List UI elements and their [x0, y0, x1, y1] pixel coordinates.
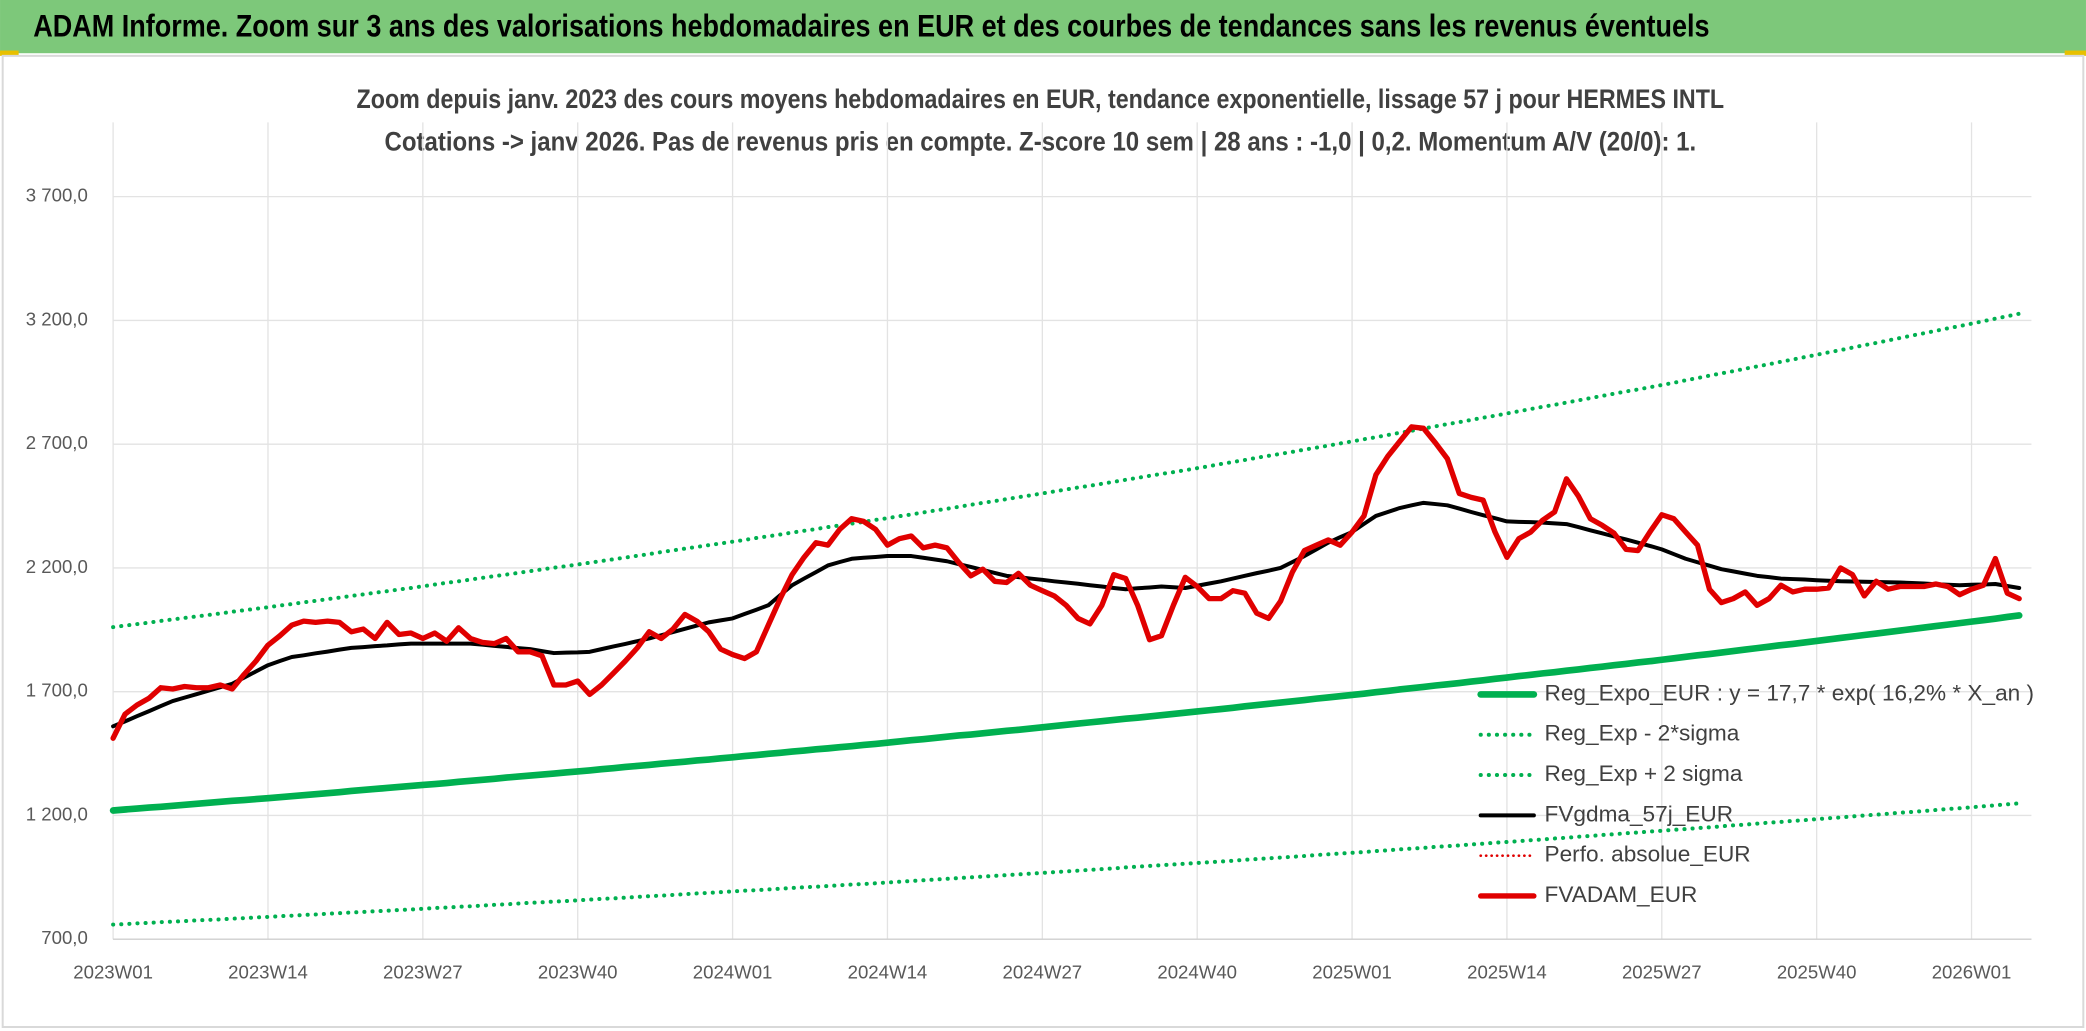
series-line [109, 612, 2023, 814]
legend-label: Perfo. absolue_EUR [1545, 842, 1751, 867]
legend-label: Reg_Exp - 2*sigma [1545, 721, 1740, 746]
x-tick-label: 2023W27 [383, 962, 463, 983]
accent [2064, 50, 2086, 56]
x-tick-label: 2025W01 [1312, 962, 1392, 983]
chart-border [1, 54, 2085, 1029]
x-tick-label: 2023W40 [538, 962, 618, 983]
series-line [111, 801, 2022, 927]
y-tick-label: 2 700,0 [26, 432, 88, 453]
header-title: ADAM Informe. Zoom sur 3 ans des valoris… [33, 7, 1709, 43]
x-tick-label: 2024W27 [1002, 962, 1082, 983]
legend-label: Reg_Expo_EUR : y = 17,7 * exp( 16,2% * X… [1545, 680, 2035, 705]
legend-label: Reg_Exp + 2 sigma [1545, 761, 1743, 786]
y-tick-label: 3 700,0 [26, 185, 88, 206]
x-tick-label: 2023W14 [228, 962, 308, 983]
accent [0, 50, 19, 56]
x-tick-label: 2024W01 [693, 962, 773, 983]
legend-label: FVADAM_EUR [1545, 882, 1698, 907]
legend-label: FVgdma_57j_EUR [1545, 801, 1734, 826]
series-line [110, 424, 2022, 741]
x-tick-label: 2023W01 [73, 962, 153, 983]
y-tick-label: 1 200,0 [26, 803, 88, 824]
chart-subtitle: Cotations -> janv 2026. Pas de revenus p… [384, 127, 1696, 157]
y-tick-label: 3 200,0 [26, 308, 88, 329]
chart-title: Zoom depuis janv. 2023 des cours moyens … [357, 84, 1725, 114]
series-line [111, 311, 2022, 630]
header-bar [0, 0, 2086, 54]
x-tick-label: 2025W14 [1467, 962, 1547, 983]
x-tick-label: 2024W14 [848, 962, 928, 983]
x-tick-label: 2024W40 [1157, 962, 1237, 983]
x-tick-label: 2025W27 [1622, 962, 1702, 983]
y-tick-label: 700,0 [41, 927, 88, 948]
x-tick-label: 2025W40 [1777, 962, 1857, 983]
y-tick-label: 2 200,0 [26, 556, 88, 577]
x-tick-label: 2026W01 [1932, 962, 2012, 983]
y-tick-label: 1 700,0 [26, 680, 88, 701]
